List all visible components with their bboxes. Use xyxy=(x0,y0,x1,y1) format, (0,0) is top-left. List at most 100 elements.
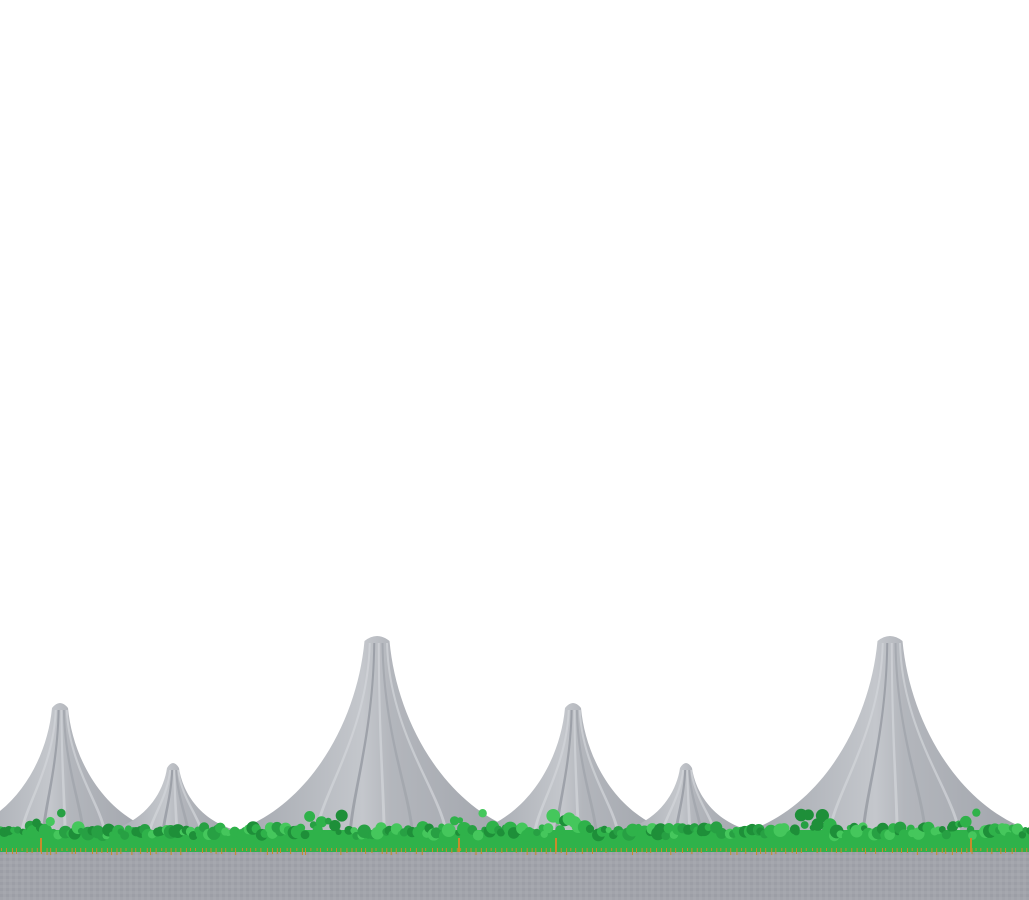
root-strand xyxy=(310,848,312,851)
root-strand xyxy=(140,848,142,854)
root-strand xyxy=(170,848,172,855)
root-strand xyxy=(381,848,383,854)
root-strand xyxy=(71,848,73,854)
root-strand xyxy=(906,848,908,853)
root-strand xyxy=(290,848,292,854)
root-strand xyxy=(631,848,633,855)
root-strand xyxy=(881,848,883,852)
root-strand xyxy=(390,848,392,855)
shrub-leaf xyxy=(496,828,505,837)
root-strand xyxy=(405,848,407,853)
root-strand xyxy=(125,848,127,851)
root-strand xyxy=(1000,848,1002,854)
tree-trunk xyxy=(970,838,972,860)
root-strand xyxy=(620,848,622,852)
root-strand xyxy=(225,848,227,852)
root-strand xyxy=(931,848,933,853)
root-strand xyxy=(535,848,537,855)
shrub-leaf xyxy=(457,817,464,824)
root-strand xyxy=(266,848,268,855)
mountain-ridge xyxy=(674,770,687,832)
root-strand xyxy=(421,848,423,855)
root-strand xyxy=(495,848,497,853)
root-strand xyxy=(1026,848,1028,852)
root-strand xyxy=(210,848,212,853)
root-strand xyxy=(1005,848,1007,853)
root-strand xyxy=(511,848,513,851)
root-strand xyxy=(570,848,572,851)
root-strand xyxy=(875,848,877,854)
root-strand xyxy=(5,848,7,854)
root-strand xyxy=(515,848,517,853)
root-strand xyxy=(681,848,683,853)
root-strand xyxy=(456,848,458,852)
root-strand xyxy=(996,848,998,851)
shrub-leaf xyxy=(38,823,52,837)
root-strand xyxy=(791,848,793,853)
mountain-body xyxy=(103,763,243,832)
root-strand xyxy=(185,848,187,852)
root-strand xyxy=(371,848,373,853)
mountain-ridge xyxy=(890,643,899,832)
mountain-ridge xyxy=(161,770,174,832)
mountain-ridge xyxy=(62,710,85,832)
root-strand xyxy=(656,848,658,852)
root-strand xyxy=(445,848,447,852)
root-strand xyxy=(865,848,867,854)
root-strand xyxy=(811,848,813,851)
mountain-range xyxy=(0,636,1029,832)
mountain-body xyxy=(616,763,756,832)
root-strand xyxy=(346,848,348,853)
root-strand xyxy=(820,848,822,852)
root-strand xyxy=(490,848,492,851)
root-strand xyxy=(736,848,738,855)
root-strand xyxy=(320,848,322,852)
shrub-leaf xyxy=(315,816,328,828)
root-strand xyxy=(941,848,943,853)
mountain-large xyxy=(232,636,522,832)
root-strand xyxy=(50,848,52,855)
root-strand xyxy=(1021,848,1023,852)
root-strand xyxy=(741,848,743,851)
mountain-ridge xyxy=(177,770,203,832)
shrub-leaf xyxy=(941,830,951,840)
root-strand xyxy=(260,848,262,852)
shrub-leaf xyxy=(968,831,977,840)
mountain-ridge xyxy=(578,710,620,832)
root-strand xyxy=(560,848,562,853)
root-strand xyxy=(611,848,613,851)
root-strand xyxy=(15,848,17,854)
root-strand xyxy=(700,848,702,853)
root-strand xyxy=(586,848,588,852)
root-strand xyxy=(781,848,783,851)
mountain-ridge xyxy=(348,643,376,832)
root-strand xyxy=(21,848,23,851)
shrub-leaf xyxy=(57,808,66,818)
root-strand xyxy=(221,848,223,854)
root-strand xyxy=(250,848,252,852)
root-strand xyxy=(951,848,953,855)
shrub-leaf xyxy=(478,809,487,818)
mountain-body xyxy=(745,636,1029,832)
shrub-leaf xyxy=(335,828,342,835)
root-strand xyxy=(501,848,503,853)
root-strand xyxy=(816,848,818,853)
root-strand xyxy=(891,848,893,853)
root-strand xyxy=(760,848,762,854)
root-strand xyxy=(675,848,677,853)
mountain-ridge xyxy=(690,770,716,832)
shrub-leaf xyxy=(605,826,612,833)
root-strand xyxy=(920,848,922,851)
root-strand xyxy=(96,848,98,854)
root-strand xyxy=(441,848,443,851)
root-strand xyxy=(936,848,938,855)
root-strand xyxy=(460,848,462,851)
root-strand xyxy=(775,848,777,854)
root-strand xyxy=(340,848,342,855)
shrub-leaf xyxy=(296,823,306,833)
root-strand xyxy=(436,848,438,852)
shrub-leaf xyxy=(543,823,554,834)
root-strand xyxy=(190,848,192,851)
root-strand xyxy=(531,848,533,852)
shrub-leaf xyxy=(841,831,851,841)
